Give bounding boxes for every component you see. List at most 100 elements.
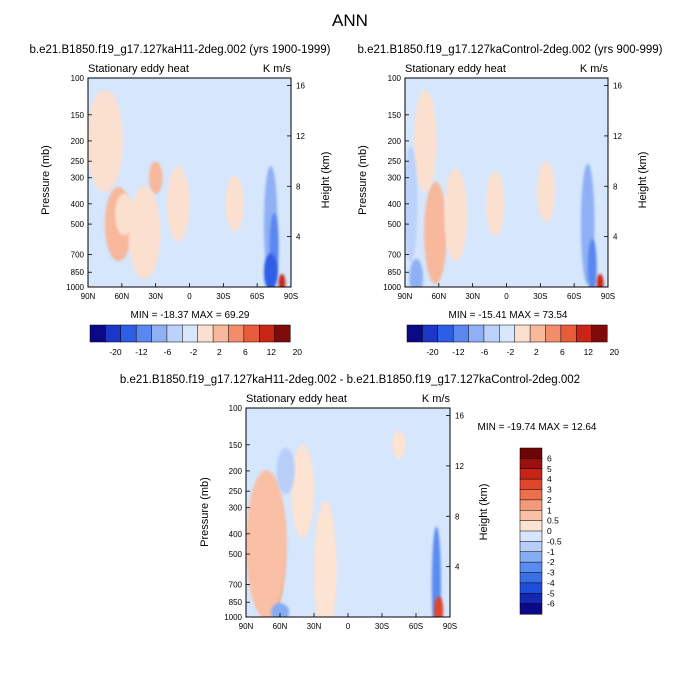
panel-bottom-difference: b.e21.B1850.f19_g17.127kaH11-2deg.002 - …	[120, 374, 597, 631]
y-tick-label: 250	[388, 157, 402, 166]
y-tick-label-right: 16	[613, 82, 622, 91]
colorbar-label: 2	[547, 495, 552, 505]
y-tick-label-right: 8	[613, 182, 618, 191]
x-tick-label: 0	[187, 292, 192, 301]
y-tick-label: 400	[388, 200, 402, 209]
colorbar-swatch	[406, 324, 423, 343]
colorbar-label: 20	[610, 347, 620, 357]
colorbar-label: -6	[481, 347, 489, 357]
y-axis-label-right: Height (km)	[637, 152, 649, 209]
y-tick-label: 100	[388, 74, 402, 83]
contour-feature	[225, 175, 244, 232]
panel-title: b.e21.B1850.f19_g17.127kaH11-2deg.002 (y…	[30, 44, 331, 56]
x-tick-label: 60N	[114, 292, 129, 301]
colorbar-swatch	[519, 458, 543, 470]
colorbar-swatch	[519, 593, 543, 605]
colorbar-swatch	[483, 324, 500, 343]
colorbar-label: -6	[547, 599, 555, 609]
colorbar-label: -12	[135, 347, 148, 357]
y-tick-label: 500	[229, 550, 243, 559]
min-max-label: MIN = -15.41 MAX = 73.54	[449, 310, 568, 321]
contour-feature	[444, 168, 468, 261]
x-tick-label: 30N	[307, 622, 322, 631]
colorbar-swatch	[560, 324, 577, 343]
colorbar-swatch	[514, 324, 531, 343]
min-max-label: MIN = -18.37 MAX = 69.29	[131, 310, 250, 321]
panel-top-left: b.e21.B1850.f19_g17.127kaH11-2deg.002 (y…	[30, 44, 332, 357]
y-tick-label-right: 4	[296, 233, 301, 242]
colorbar-swatch	[422, 324, 439, 343]
x-tick-label: 60S	[250, 292, 264, 301]
panel-right-string: K m/s	[422, 393, 451, 405]
y-tick-label: 200	[229, 467, 243, 476]
y-tick-label: 100	[71, 74, 85, 83]
colorbar-swatch	[545, 324, 562, 343]
contour-feature	[166, 166, 190, 241]
colorbar-swatch	[499, 324, 516, 343]
contour-feature	[414, 89, 437, 193]
y-tick-label-right: 4	[613, 233, 618, 242]
y-tick-label: 850	[388, 268, 402, 277]
y-tick-label: 1000	[383, 283, 401, 292]
colorbar-swatch	[468, 324, 485, 343]
y-tick-label: 300	[71, 174, 85, 183]
x-tick-label: 30S	[216, 292, 230, 301]
y-tick-label: 850	[229, 598, 243, 607]
y-tick-label: 200	[388, 137, 402, 146]
colorbar-label: -20	[109, 347, 122, 357]
y-tick-label: 700	[71, 251, 85, 260]
colorbar-swatch	[274, 324, 291, 343]
contour-feature	[392, 430, 406, 459]
contour-feature	[270, 603, 290, 617]
x-tick-label: 60S	[409, 622, 423, 631]
colorbar-swatch	[197, 324, 214, 343]
colorbar-swatch	[529, 324, 547, 343]
colorbar-label: -2	[507, 347, 515, 357]
y-tick-label: 300	[229, 504, 243, 513]
contour-feature	[148, 161, 163, 194]
contour-feature	[587, 238, 597, 287]
colorbar-swatch	[105, 324, 122, 343]
colorbar-swatch	[519, 530, 543, 542]
colorbar-swatch	[258, 324, 276, 343]
colorbar-swatch	[575, 324, 593, 343]
y-axis-label: Pressure (mb)	[40, 145, 52, 215]
colorbar-label: 2	[534, 347, 539, 357]
min-max-label: MIN = -19.74 MAX = 12.64	[478, 422, 597, 433]
y-tick-label-right: 12	[296, 132, 305, 141]
x-tick-label: 90S	[284, 292, 298, 301]
colorbar-swatch	[243, 324, 260, 343]
colorbar-swatch	[437, 324, 454, 343]
y-tick-label: 200	[71, 137, 85, 146]
colorbar-swatch	[519, 499, 543, 511]
contour-feature	[263, 253, 278, 287]
colorbar-swatch	[519, 478, 543, 491]
colorbar-swatch	[452, 324, 470, 343]
panel-left-string: Stationary eddy heat	[246, 393, 347, 405]
y-tick-label: 1000	[66, 283, 84, 292]
colorbar-label: -0.5	[547, 536, 562, 546]
contour-feature	[128, 186, 161, 280]
y-axis-label-right: Height (km)	[320, 152, 332, 209]
contour-feature	[424, 181, 447, 284]
colorbar-swatch	[135, 324, 153, 343]
colorbar-swatch	[166, 324, 183, 343]
contour-feature	[115, 193, 134, 236]
y-tick-label: 400	[229, 530, 243, 539]
y-tick-label-right: 8	[296, 182, 301, 191]
y-axis-label-right: Height (km)	[478, 484, 490, 541]
x-tick-label: 30N	[148, 292, 163, 301]
contour-feature	[536, 161, 555, 222]
x-tick-label: 90S	[443, 622, 457, 631]
colorbar-swatch	[519, 582, 543, 594]
colorbar-label: -20	[426, 347, 439, 357]
y-tick-label-right: 8	[455, 512, 460, 521]
colorbar-label: 0	[547, 526, 552, 536]
contour-feature	[434, 596, 444, 617]
y-tick-label: 700	[229, 581, 243, 590]
contour-feature	[246, 470, 287, 617]
colorbar-label: 6	[560, 347, 565, 357]
colorbar-swatch	[591, 324, 608, 343]
colorbar-label: 1	[547, 505, 552, 515]
